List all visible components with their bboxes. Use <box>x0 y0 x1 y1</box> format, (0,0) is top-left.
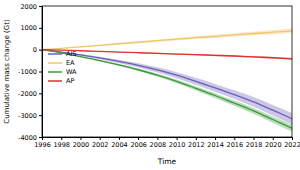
y-tick-mark <box>39 28 42 29</box>
x-tick: 2018 <box>246 137 263 149</box>
x-tick-mark <box>100 137 101 140</box>
y-tick: -4000 <box>18 134 42 142</box>
x-tick-label: 2020 <box>265 141 282 149</box>
x-tick: 2012 <box>188 137 205 149</box>
y-tick-mark <box>39 72 42 73</box>
y-tick-mark <box>39 93 42 94</box>
y-tick: 2000 <box>20 3 42 11</box>
x-tick: 2004 <box>111 137 128 149</box>
series-line <box>42 50 292 129</box>
x-tick-mark <box>61 137 62 140</box>
x-tick-mark <box>215 137 216 140</box>
x-tick: 2006 <box>130 137 147 149</box>
x-tick-label: 2016 <box>227 141 244 149</box>
plot-frame <box>42 6 292 137</box>
legend-swatch <box>48 53 62 55</box>
x-tick-mark <box>177 137 178 140</box>
x-tick: 1998 <box>53 137 70 149</box>
y-tick-label: -4000 <box>18 134 37 142</box>
x-tick-label: 2022 <box>284 141 300 149</box>
y-tick-label: 0 <box>33 46 37 54</box>
x-tick: 2014 <box>207 137 224 149</box>
x-tick-label: 2002 <box>92 141 109 149</box>
x-tick-label: 2014 <box>207 141 224 149</box>
y-tick-label: -1000 <box>18 68 37 76</box>
legend-label: AIS <box>66 50 77 58</box>
x-tick-mark <box>292 137 293 140</box>
x-tick-label: 2000 <box>73 141 90 149</box>
x-tick-label: 1998 <box>53 141 70 149</box>
y-tick-label: 1000 <box>20 24 37 32</box>
y-tick-label: -2000 <box>18 90 37 98</box>
y-tick: 1000 <box>20 24 42 32</box>
x-tick-label: 2004 <box>111 141 128 149</box>
x-tick-mark <box>254 137 255 140</box>
x-tick: 2020 <box>265 137 282 149</box>
x-tick-label: 2006 <box>130 141 147 149</box>
series-line <box>42 31 292 50</box>
legend-label: WA <box>66 68 77 76</box>
legend: AISEAWAAP <box>48 50 77 85</box>
x-tick: 2002 <box>92 137 109 149</box>
plot-marks <box>42 29 292 132</box>
x-tick-mark <box>196 137 197 140</box>
x-tick-mark <box>273 137 274 140</box>
x-tick-label: 2012 <box>188 141 205 149</box>
x-tick: 2008 <box>150 137 167 149</box>
legend-swatch <box>48 80 62 82</box>
x-tick-label: 1996 <box>34 141 51 149</box>
legend-label: EA <box>66 59 75 67</box>
y-axis: -4000 -3000 -2000 -1000 0 1000 2000 <box>18 3 42 142</box>
x-tick: 2010 <box>169 137 186 149</box>
y-tick-label: -3000 <box>18 112 37 120</box>
y-tick-mark <box>39 50 42 51</box>
series-line <box>42 50 292 119</box>
y-tick-mark <box>39 137 42 138</box>
x-tick: 2016 <box>227 137 244 149</box>
x-tick-mark <box>234 137 235 140</box>
y-tick: -1000 <box>18 68 42 76</box>
y-tick-label: 2000 <box>20 3 37 11</box>
x-tick-label: 2008 <box>150 141 167 149</box>
chart: 1996199820002002200420062008201020122014… <box>0 0 300 170</box>
x-tick-label: 2010 <box>169 141 186 149</box>
x-tick-label: 2018 <box>246 141 263 149</box>
legend-label: AP <box>66 77 74 85</box>
x-tick-mark <box>157 137 158 140</box>
x-tick-mark <box>119 137 120 140</box>
y-tick: 0 <box>33 46 42 54</box>
y-axis-line <box>39 7 43 138</box>
x-tick: 2000 <box>73 137 90 149</box>
legend-swatch <box>48 62 62 64</box>
x-tick: 2022 <box>284 137 300 149</box>
uncertainty-band <box>42 50 292 132</box>
x-tick-mark <box>80 137 81 140</box>
y-axis-title: Cumulative mass change (Gt) <box>3 19 11 124</box>
x-axis-title: Time <box>157 157 177 166</box>
x-axis: 1996199820002002200420062008201020122014… <box>34 137 300 149</box>
y-tick: -2000 <box>18 90 42 98</box>
uncertainty-band <box>42 29 292 50</box>
uncertainty-band <box>42 50 292 60</box>
series-line <box>42 50 292 59</box>
y-tick-mark <box>39 115 42 116</box>
legend-swatch <box>48 71 62 73</box>
x-tick-mark <box>138 137 139 140</box>
y-tick: -3000 <box>18 112 42 120</box>
y-tick-mark <box>39 6 42 7</box>
